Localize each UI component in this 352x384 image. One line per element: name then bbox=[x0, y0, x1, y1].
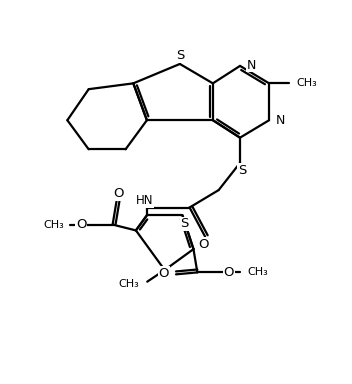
Text: O: O bbox=[224, 266, 234, 279]
Text: CH₃: CH₃ bbox=[43, 220, 64, 230]
Text: S: S bbox=[180, 217, 189, 230]
Text: CH₃: CH₃ bbox=[296, 78, 317, 88]
Text: CH₃: CH₃ bbox=[248, 267, 269, 277]
Text: O: O bbox=[158, 267, 169, 280]
Text: CH₃: CH₃ bbox=[119, 279, 139, 289]
Text: HN: HN bbox=[136, 194, 154, 207]
Text: O: O bbox=[198, 238, 208, 251]
Text: S: S bbox=[176, 49, 184, 62]
Text: N: N bbox=[247, 59, 256, 71]
Text: O: O bbox=[76, 218, 87, 231]
Text: O: O bbox=[113, 187, 124, 200]
Text: N: N bbox=[276, 114, 285, 127]
Text: S: S bbox=[238, 164, 246, 177]
